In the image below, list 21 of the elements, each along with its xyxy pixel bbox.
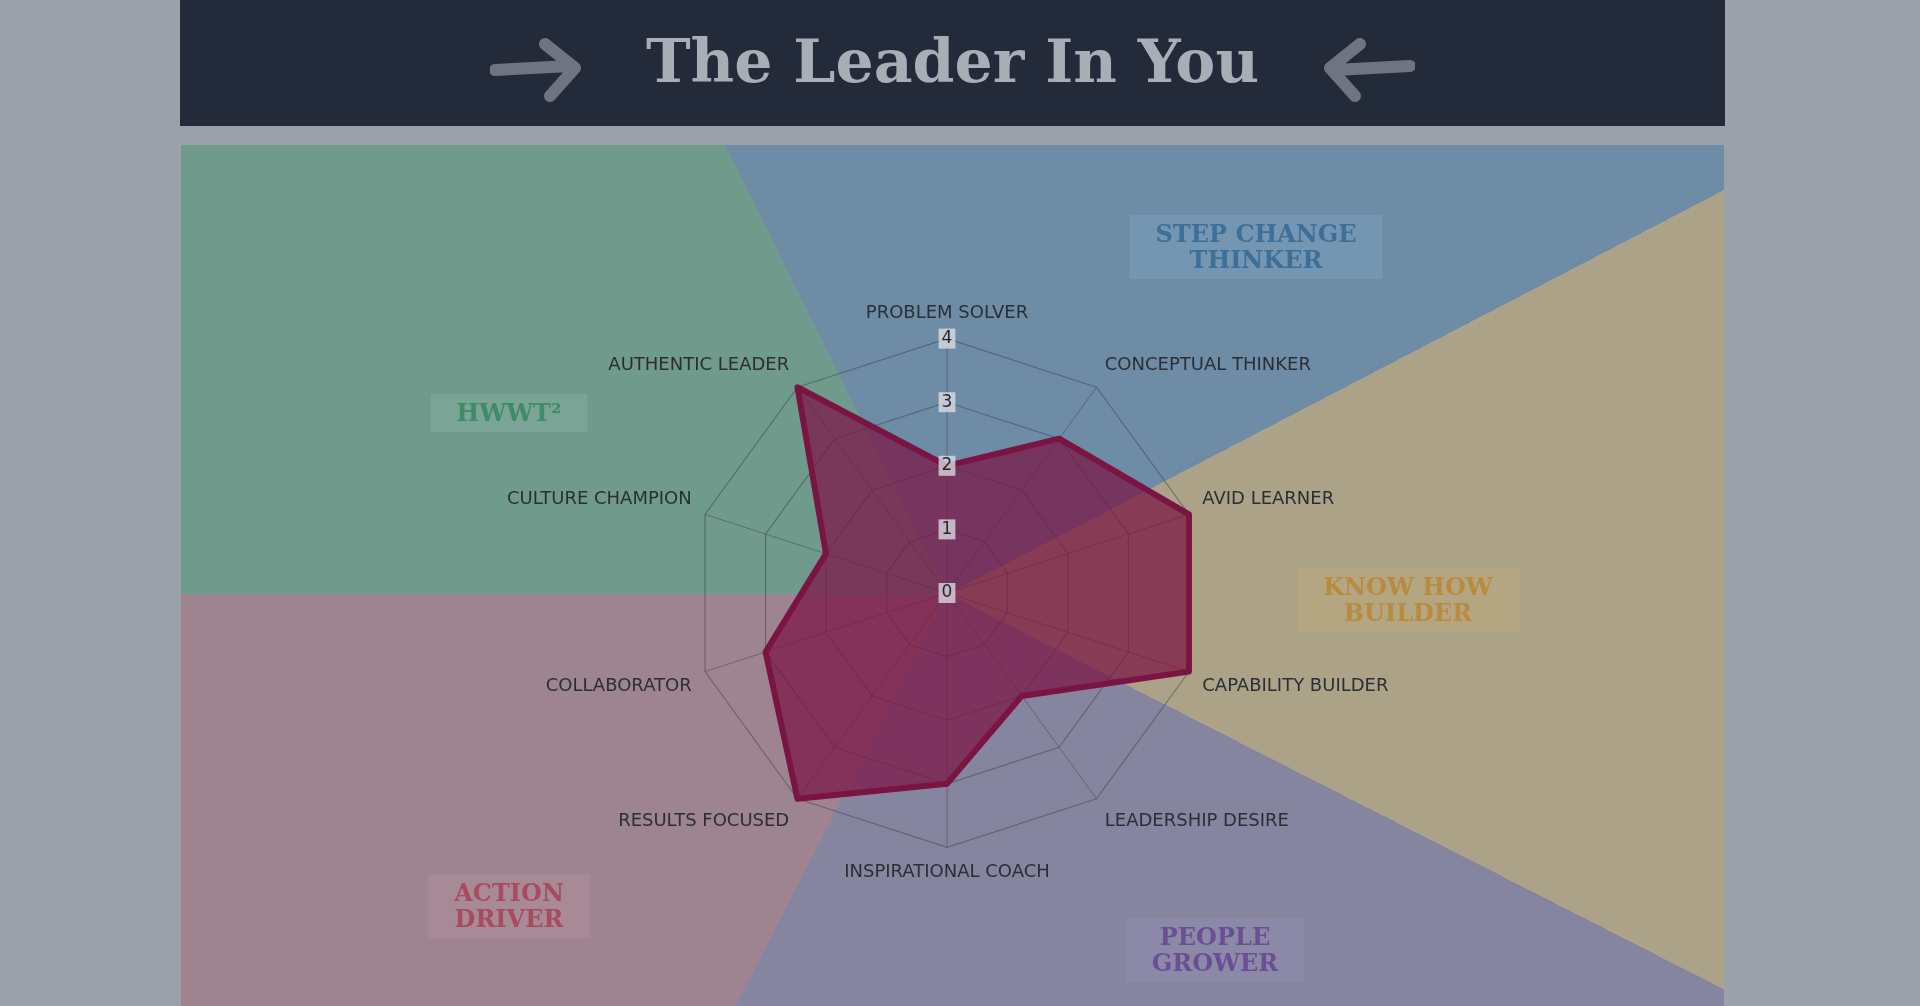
spoke-label: CAPABILITY BUILDER bbox=[1202, 674, 1389, 696]
text: STEP CHANGE THINKER bbox=[1129, 215, 1383, 279]
spoke-label: AUTHENTIC LEADER bbox=[608, 352, 790, 374]
spoke-label: LEADERSHIP DESIRE bbox=[1104, 808, 1289, 830]
y-tick-label: 4 bbox=[941, 327, 953, 348]
spoke-label: INSPIRATIONAL COACH bbox=[844, 859, 1050, 881]
text: KNOW HOW BUILDER bbox=[1297, 568, 1519, 632]
text: PEOPLE GROWER bbox=[1125, 918, 1305, 982]
text: HWWT² bbox=[430, 394, 588, 432]
spoke-label: AVID LEARNER bbox=[1202, 486, 1335, 508]
y-tick-label: 2 bbox=[941, 454, 953, 475]
y-tick-label: 3 bbox=[941, 390, 953, 411]
spoke-label: CONCEPTUAL THINKER bbox=[1104, 352, 1311, 374]
text: ACTION DRIVER bbox=[428, 874, 590, 938]
chart-title: The Leader In You bbox=[644, 26, 1260, 96]
spoke-label: PROBLEM SOLVER bbox=[865, 301, 1029, 323]
spoke-label: RESULTS FOCUSED bbox=[618, 808, 790, 830]
y-tick-label: 0 bbox=[941, 581, 953, 602]
y-tick-label: 1 bbox=[941, 517, 953, 538]
spoke-label: COLLABORATOR bbox=[545, 674, 692, 696]
spoke-label: CULTURE CHAMPION bbox=[506, 486, 692, 508]
